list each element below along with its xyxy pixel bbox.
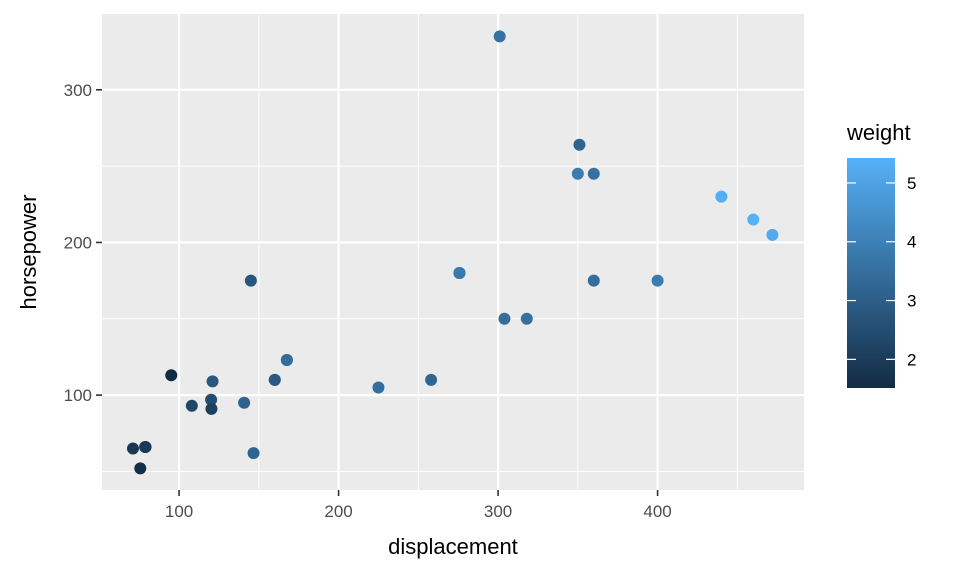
data-point bbox=[244, 274, 257, 287]
x-tick-label: 100 bbox=[165, 502, 193, 521]
data-point bbox=[205, 393, 218, 406]
data-point bbox=[587, 167, 600, 180]
legend-title: weight bbox=[846, 120, 911, 145]
y-axis-title: horsepower bbox=[16, 195, 41, 310]
data-point bbox=[571, 167, 584, 180]
data-point bbox=[651, 274, 664, 287]
major-gridlines bbox=[102, 14, 804, 490]
data-point bbox=[425, 373, 438, 386]
data-point bbox=[205, 402, 218, 415]
data-point bbox=[247, 447, 260, 460]
plot-panel bbox=[102, 14, 804, 490]
data-point bbox=[520, 312, 533, 325]
y-tick-label: 200 bbox=[64, 233, 92, 252]
x-axis-ticks: 100 200 300 400 bbox=[165, 490, 672, 521]
data-point bbox=[280, 354, 293, 367]
legend-tick-label: 2 bbox=[907, 350, 916, 369]
data-point bbox=[453, 266, 466, 279]
data-point bbox=[206, 375, 219, 388]
x-tick-label: 200 bbox=[324, 502, 352, 521]
y-tick-label: 100 bbox=[64, 386, 92, 405]
data-point bbox=[493, 30, 506, 43]
color-legend: weight 2 3 4 5 bbox=[846, 120, 916, 388]
data-point bbox=[126, 442, 139, 455]
data-point bbox=[372, 381, 385, 394]
data-point bbox=[268, 373, 281, 386]
data-point bbox=[139, 441, 152, 454]
x-tick-label: 300 bbox=[484, 502, 512, 521]
data-point bbox=[498, 312, 511, 325]
data-point bbox=[134, 462, 147, 475]
data-point bbox=[747, 213, 760, 226]
data-point bbox=[185, 399, 198, 412]
legend-tick-label: 5 bbox=[907, 174, 916, 193]
data-points bbox=[126, 30, 779, 475]
data-point bbox=[238, 396, 251, 409]
legend-colorbar bbox=[847, 158, 895, 388]
data-point bbox=[165, 369, 178, 382]
minor-gridlines bbox=[102, 14, 804, 490]
data-point bbox=[587, 274, 600, 287]
legend-tick-label: 3 bbox=[907, 292, 916, 311]
x-axis-title: displacement bbox=[388, 534, 518, 559]
legend-tick-label: 4 bbox=[907, 233, 916, 252]
data-point bbox=[715, 190, 728, 203]
y-axis-ticks: 100 200 300 bbox=[64, 81, 102, 405]
x-tick-label: 400 bbox=[643, 502, 671, 521]
data-point bbox=[766, 228, 779, 241]
data-point bbox=[573, 138, 586, 151]
legend-ticks: 2 3 4 5 bbox=[847, 174, 916, 369]
y-tick-label: 300 bbox=[64, 81, 92, 100]
